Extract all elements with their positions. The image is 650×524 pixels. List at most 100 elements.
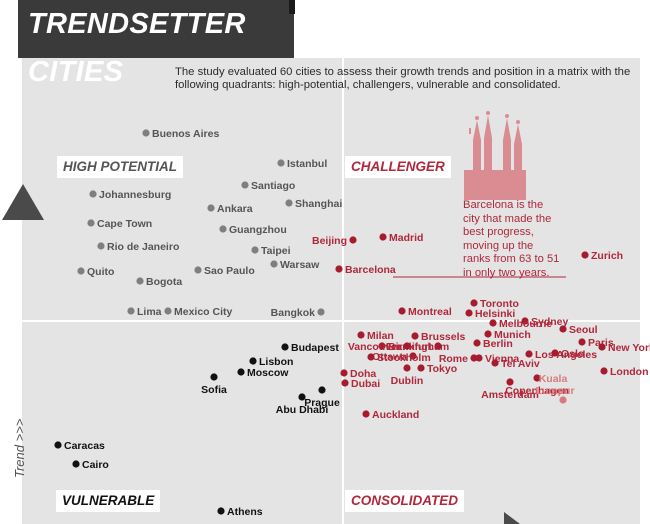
page-title: TRENDSETTER CITIES xyxy=(18,0,294,88)
quadrant-label-consolidated: CONSOLIDATED xyxy=(345,490,464,512)
point-cairo xyxy=(72,460,80,468)
label-moscow: Moscow xyxy=(247,367,289,379)
label-vancouver: Vancouver xyxy=(348,341,401,353)
point-abu-dhabi xyxy=(298,393,306,401)
label-zurich: Zurich xyxy=(591,250,623,262)
label-budapest: Budapest xyxy=(291,342,339,354)
label-bangkok: Bangkok xyxy=(271,307,316,319)
point-helsinki xyxy=(465,309,473,317)
label-warsaw: Warsaw xyxy=(280,259,320,271)
label-sao-paulo: Sao Paulo xyxy=(204,265,255,277)
label-milan: Milan xyxy=(367,330,394,342)
label-ottawa: Ottawa xyxy=(372,351,407,363)
title-accent xyxy=(289,0,295,14)
point-munich xyxy=(484,330,492,338)
point-shanghai xyxy=(285,199,293,207)
label-beijing: Beijing xyxy=(312,235,347,247)
label-london: London xyxy=(610,366,648,378)
point-dubai xyxy=(341,379,349,387)
label-istanbul: Istanbul xyxy=(287,158,327,170)
point-kuala-lumpur xyxy=(559,396,567,404)
point-johannesburg xyxy=(89,190,97,198)
point-sydney xyxy=(521,317,529,325)
point-stockholm xyxy=(367,353,375,361)
point-madrid xyxy=(379,233,387,241)
point-melbourne xyxy=(489,319,497,327)
point-guangzhou xyxy=(219,225,227,233)
label-seoul: Seoul xyxy=(569,324,598,336)
label-helsinki: Helsinki xyxy=(475,308,515,320)
point-paris xyxy=(578,338,586,346)
label-amsterdam: Amsterdam xyxy=(481,389,539,401)
label-shanghai: Shanghai xyxy=(295,198,342,210)
quadrant-label-vulnerable: VULNERABLE xyxy=(56,490,161,512)
point-seoul xyxy=(559,325,567,333)
point-zurich xyxy=(581,251,589,259)
point-rio-de-janeiro xyxy=(97,242,105,250)
point-auckland xyxy=(362,410,370,418)
sagrada-familia-illustration xyxy=(464,111,526,200)
label-stockholm: Stockholm xyxy=(377,352,431,364)
point-mexico-city xyxy=(164,307,172,315)
label-prague: Prague xyxy=(304,397,340,409)
point-bangkok xyxy=(317,308,325,316)
label-tokyo: Tokyo xyxy=(427,363,457,375)
point-sofia xyxy=(210,373,218,381)
label-kuala-lumpur: Kuala Lumpur xyxy=(535,373,574,397)
point-lisbon xyxy=(249,357,257,365)
trend-arrow-up-icon xyxy=(2,184,44,220)
point-tokyo xyxy=(417,364,425,372)
label-sofia: Sofia xyxy=(201,384,227,396)
point-frankfurt xyxy=(434,342,442,350)
point-istanbul xyxy=(277,159,285,167)
label-montreal: Montreal xyxy=(408,306,452,318)
point-ottawa xyxy=(409,352,417,360)
label-cape-town: Cape Town xyxy=(97,218,152,230)
label-mexico-city: Mexico City xyxy=(174,306,233,318)
point-doha xyxy=(340,369,348,377)
point-toronto xyxy=(470,299,478,307)
label-abu-dhabi: Abu Dhabi xyxy=(276,404,329,416)
quadrant-label-challenger: CHALLENGER xyxy=(345,156,451,178)
point-budapest xyxy=(281,343,289,351)
point-caracas xyxy=(54,441,62,449)
label-new-york: New York xyxy=(608,342,650,354)
label-birmingham: Birmingham xyxy=(388,341,449,353)
label-dubai: Dubai xyxy=(351,378,380,390)
point-ankara xyxy=(207,204,215,212)
label-lisbon: Lisbon xyxy=(259,356,293,368)
label-toronto: Toronto xyxy=(480,298,519,310)
point-new-york xyxy=(598,343,606,351)
point-cape-town xyxy=(87,219,95,227)
label-sydney: Sydney xyxy=(531,316,569,328)
point-montreal xyxy=(398,307,406,315)
label-rio-de-janeiro: Rio de Janeiro xyxy=(107,241,179,253)
label-taipei: Taipei xyxy=(261,245,291,257)
point-birmingham xyxy=(378,342,386,350)
label-rome: Rome xyxy=(439,353,468,365)
label-berlin: Berlin xyxy=(483,338,513,350)
point-tel-aviv xyxy=(491,359,499,367)
label-doha: Doha xyxy=(350,368,376,380)
label-dublin: Dublin xyxy=(391,375,424,387)
label-oslo: Oslo xyxy=(561,348,584,360)
point-amsterdam xyxy=(506,378,514,386)
study-description: The study evaluated 60 cities to assess … xyxy=(175,66,631,91)
label-copenhagen: Copenhagen xyxy=(505,385,569,397)
point-london xyxy=(600,367,608,375)
label-ankara: Ankara xyxy=(217,203,253,215)
label-barcelona: Barcelona xyxy=(345,264,396,276)
label-bogota: Bogota xyxy=(146,276,182,288)
point-los-angeles xyxy=(525,350,533,358)
label-johannesburg: Johannesburg xyxy=(99,189,171,201)
point-taipei xyxy=(251,246,259,254)
label-buenos-aires: Buenos Aires xyxy=(152,128,219,140)
point-brussels xyxy=(411,332,419,340)
label-brussels: Brussels xyxy=(421,331,466,343)
point-berlin xyxy=(473,339,481,347)
matrix-panel xyxy=(22,58,640,524)
point-athens xyxy=(217,507,225,515)
point-vienna xyxy=(475,354,483,362)
